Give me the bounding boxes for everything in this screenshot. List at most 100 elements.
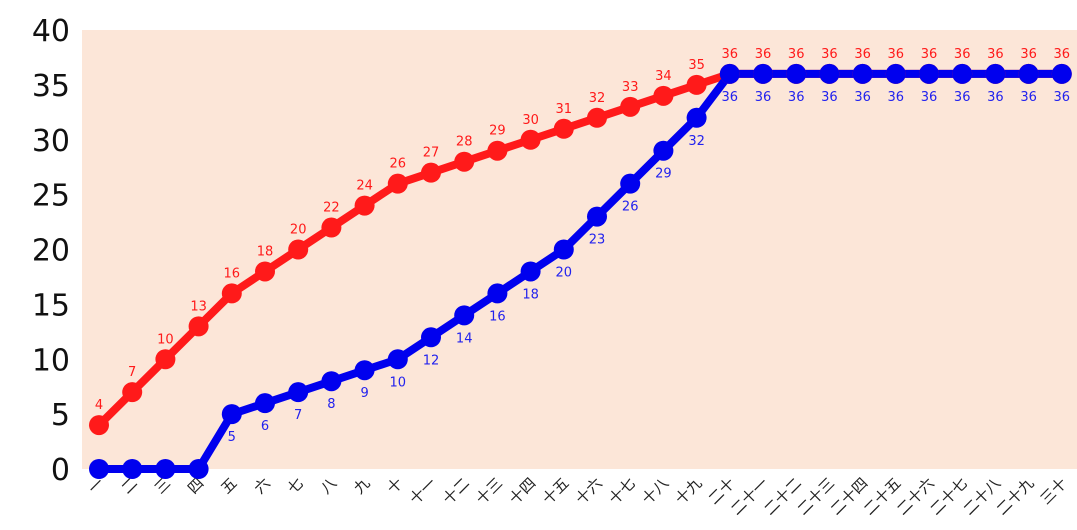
y-tick-label: 40 [32,14,70,49]
series-1-point [421,162,441,183]
series-1-data-label: 7 [128,365,136,380]
series-1-data-label: 28 [456,135,473,150]
series-1-point [354,195,375,216]
x-axis: 一二三四五六七八九十十一 十二 十三 十四 十五 十六 十七 十八 十九 二十二十一二十二二十三二… [84,474,1070,519]
series-layer [89,63,1072,479]
series-2-data-label: 36 [888,90,905,105]
series-2-point [885,63,906,84]
series-2-point [321,371,342,392]
x-tick-label: 十八 [638,474,672,508]
series-2-point [520,261,541,282]
series-1-point [553,118,574,139]
y-tick-label: 20 [32,234,70,269]
series-1-data-label: 32 [589,91,606,106]
series-2-data-label: 36 [788,90,805,105]
series-2-data-label: 36 [755,90,772,105]
series-2-data-label: 36 [954,90,971,105]
series-2-point [620,173,641,194]
series-2-data-label: 14 [456,331,473,346]
x-tick-label: 二十九 [993,474,1038,519]
y-tick-label: 10 [32,343,70,378]
series-1-point [321,217,342,238]
series-1-data-label: 34 [655,69,672,84]
series-1-data-label: 36 [921,47,938,62]
series-2-data-label: 6 [261,419,269,434]
series-2-data-label: 36 [921,90,938,105]
series-1-point [188,316,209,337]
x-tick-label: 三十 [1037,474,1071,508]
series-2-point [786,63,807,84]
series-1-data-label: 36 [788,47,805,62]
series-1-data-label: 26 [390,157,407,172]
series-2-point [288,382,309,403]
plot-area [82,30,1077,469]
series-2-point [255,393,275,414]
series-2-data-label: 36 [1020,90,1037,105]
series-2-data-label: 9 [360,386,368,401]
series-1-data-label: 36 [854,47,871,62]
series-1-data-label: 30 [522,113,539,128]
series-1-point [89,415,109,436]
series-2-point [221,404,242,425]
series-1-data-label: 36 [954,47,971,62]
series-2-point [354,360,375,381]
y-tick-label: 5 [51,398,70,433]
series-2-data-label: 20 [556,266,573,281]
series-2-point [653,140,674,161]
x-tick-label: 十九 [671,474,705,508]
series-1-data-label: 36 [821,47,838,62]
y-tick-label: 35 [32,69,70,104]
series-1-data-label: 36 [1020,47,1037,62]
y-tick-label: 0 [51,453,70,488]
series-2-data-label: 23 [589,233,606,248]
series-1-point [221,283,242,304]
x-tick-label: 十三 [472,474,506,508]
series-2-data-label: 7 [294,408,302,423]
series-2-point [454,305,475,326]
series-1-point [288,239,309,260]
series-1-point [686,74,707,95]
x-tick-label: 九 [350,474,373,497]
series-1-data-label: 36 [755,47,772,62]
series-2-point [587,206,607,227]
series-2-point [155,459,176,479]
series-2-point [919,63,939,84]
x-tick-label: 十六 [572,474,606,508]
series-2-data-label: 29 [655,167,672,182]
series-2-point [421,327,441,348]
x-tick-label: 七 [284,474,307,497]
series-2-point [487,283,508,304]
x-tick-label: 六 [250,474,273,497]
series-2-data-label: 36 [821,90,838,105]
series-2-point [753,63,773,84]
series-1-data-label: 22 [323,201,340,216]
series-1-data-label: 36 [888,47,905,62]
series-1-data-label: 36 [722,47,739,62]
x-tick-label: 八 [317,474,340,497]
series-1-data-label: 13 [190,299,207,314]
series-2-point [89,459,109,479]
data-labels: 4 7 10 13 16 18 20 22 24 26 27 28 29 30 31 32 33 34 35 36 36… [95,47,1070,445]
series-1-data-label: 20 [290,223,307,238]
x-tick-label: 十七 [605,474,639,508]
series-2-point [188,459,209,479]
series-2-point [852,63,873,84]
series-2-data-label: 36 [1054,90,1071,105]
y-tick-label: 25 [32,179,70,214]
series-1-data-label: 33 [622,80,639,95]
series-2-point [952,63,973,84]
series-2-data-label: 10 [390,375,407,390]
series-1-point [620,96,641,117]
series-2-point [686,107,707,128]
series-1-data-label: 36 [987,47,1004,62]
series-2-point [1051,63,1072,84]
series-1-data-label: 10 [157,332,174,347]
series-1-data-label: 36 [1054,47,1071,62]
series-1-point [155,349,176,370]
x-tick-label: 五 [217,474,240,497]
y-tick-label: 30 [32,124,70,159]
series-1-data-label: 31 [556,102,573,117]
series-2-data-label: 12 [423,353,440,368]
